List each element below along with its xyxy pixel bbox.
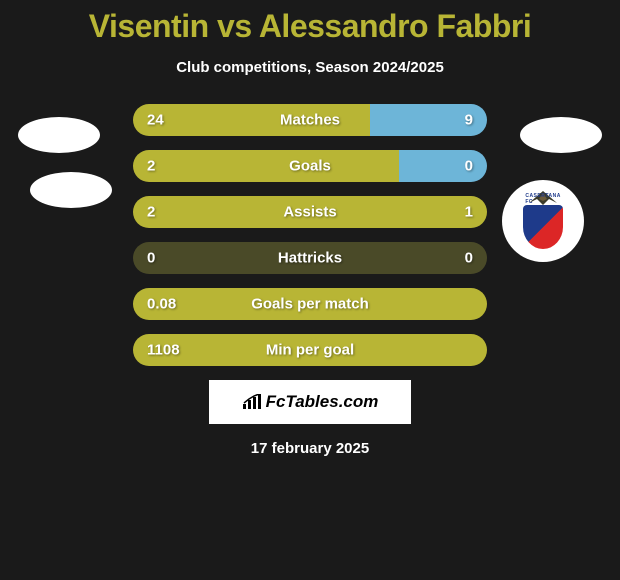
- date-label: 17 february 2025: [251, 440, 369, 457]
- stat-label: Goals per match: [251, 296, 369, 313]
- stat-value-left: 2: [147, 158, 155, 175]
- infographic-container: Visentin vs Alessandro Fabbri Club compe…: [0, 0, 620, 580]
- stat-value-right: 0: [465, 158, 473, 175]
- stat-row: 1108 Min per goal: [133, 334, 487, 366]
- player-right-shape-1: [520, 117, 602, 153]
- stat-value-right: 9: [465, 112, 473, 129]
- bar-left: [133, 150, 399, 182]
- player-left-shape-1: [18, 117, 100, 153]
- page-title: Visentin vs Alessandro Fabbri: [89, 8, 532, 45]
- stat-label: Assists: [283, 204, 336, 221]
- stat-row: 0 0 Hattricks: [133, 242, 487, 274]
- stat-value-left: 24: [147, 112, 164, 129]
- stat-value-left: 1108: [147, 342, 180, 359]
- subtitle: Club competitions, Season 2024/2025: [176, 59, 444, 76]
- stat-row: 24 9 Matches: [133, 104, 487, 136]
- branding-text: FcTables.com: [266, 392, 379, 412]
- stat-value-left: 0.08: [147, 296, 176, 313]
- badge-inner: CASERTANA FC: [513, 187, 573, 255]
- stat-label: Hattricks: [278, 250, 342, 267]
- badge-label: CASERTANA FC: [525, 193, 560, 205]
- stat-value-left: 0: [147, 250, 155, 267]
- chart-icon: [242, 394, 262, 410]
- stat-row: 2 0 Goals: [133, 150, 487, 182]
- stat-label: Goals: [289, 158, 331, 175]
- stat-value-left: 2: [147, 204, 155, 221]
- stat-value-right: 0: [465, 250, 473, 267]
- stat-row: 2 1 Assists: [133, 196, 487, 228]
- player-left-shape-2: [30, 172, 112, 208]
- stat-label: Matches: [280, 112, 340, 129]
- stat-label: Min per goal: [266, 342, 354, 359]
- stat-row: 0.08 Goals per match: [133, 288, 487, 320]
- team-badge-right: CASERTANA FC: [502, 180, 584, 262]
- branding-box: FcTables.com: [209, 380, 411, 424]
- shield-icon: [523, 205, 563, 249]
- bar-right: [399, 150, 488, 182]
- stat-value-right: 1: [465, 204, 473, 221]
